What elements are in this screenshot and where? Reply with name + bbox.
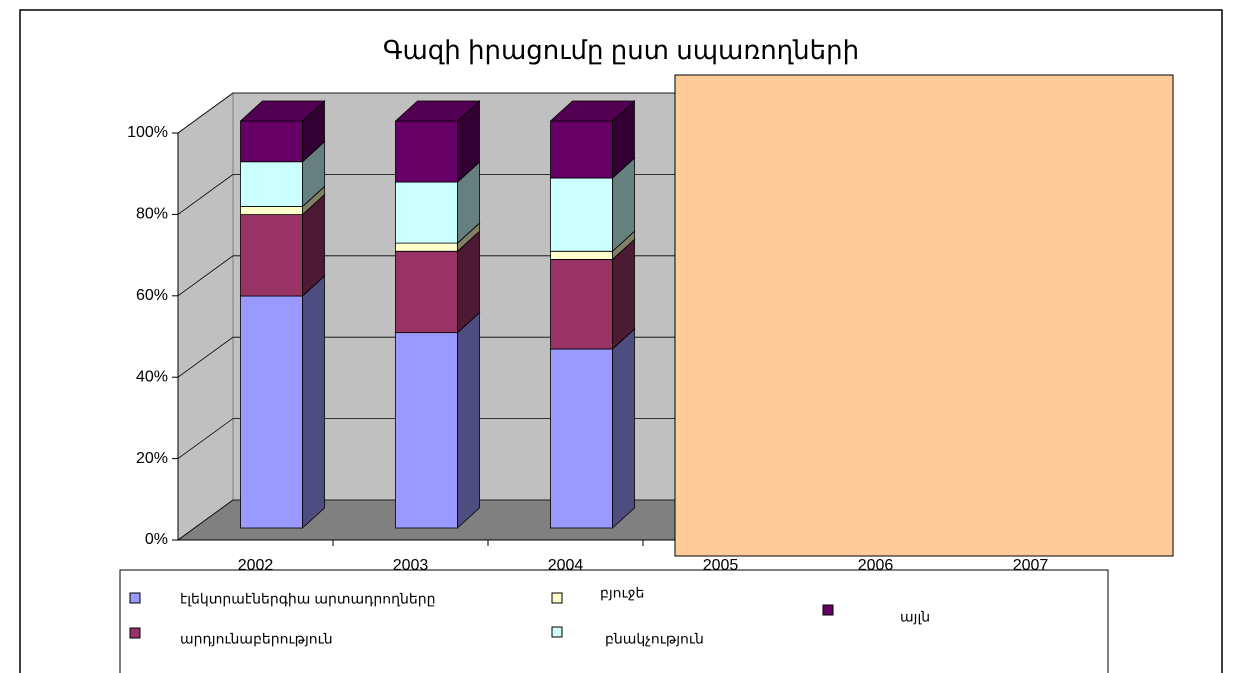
bar-segment [395, 332, 458, 529]
legend-label: այլն [900, 609, 930, 625]
legend-swatch [129, 627, 141, 639]
x-labels: 2002 2003 2004 2005 2006 2007 [238, 557, 1049, 574]
legend-swatch [822, 604, 834, 616]
bar-segment [395, 181, 458, 244]
legend-swatch [129, 592, 141, 604]
bar-segment [550, 348, 613, 529]
legend-label: բյուջե [600, 585, 644, 601]
legend-label: արդյունաբերություն [180, 631, 333, 647]
x-tick-label: 2007 [1013, 557, 1049, 574]
legend-label: էլեկտրաէներգիա արտադրողները [180, 591, 436, 607]
legend-items: էլեկտրաէներգիա արտադրողները արդյունաբերու… [129, 585, 930, 647]
y-tick-label: 60% [136, 287, 168, 304]
bar-segment [240, 120, 303, 163]
bar-side [302, 275, 325, 529]
bar-segment [395, 120, 458, 183]
bar-side [457, 311, 480, 529]
overlay-box [674, 74, 1174, 557]
y-tick-label: 0% [145, 531, 168, 548]
legend-swatch [551, 592, 563, 604]
bar-side [612, 328, 635, 529]
x-tick-label: 2006 [858, 557, 894, 574]
bar-top [394, 100, 481, 122]
x-tick-label: 2002 [238, 557, 274, 574]
side-wall [177, 92, 234, 541]
bar-segment [240, 214, 303, 297]
y-tick-label: 100% [127, 124, 168, 141]
bar-segment [550, 258, 613, 350]
x-tick-label: 2004 [548, 557, 584, 574]
bar-segment [240, 295, 303, 529]
bar-segment [395, 242, 458, 252]
y-tick-label: 40% [136, 368, 168, 385]
legend [119, 569, 1109, 673]
y-tick-label: 20% [136, 450, 168, 467]
legend-swatch [551, 626, 563, 638]
bar-segment [550, 177, 613, 252]
y-tick-label: 80% [136, 206, 168, 223]
bar-segment [550, 120, 613, 179]
x-tick-label: 2003 [393, 557, 429, 574]
bar-segment [550, 250, 613, 260]
bar-segment [240, 161, 303, 207]
chart-title: Գազի իրացումը ըստ սպառողների [383, 35, 859, 65]
x-tick-label: 2005 [703, 557, 739, 574]
bar-top [239, 100, 326, 122]
bar-segment [240, 206, 303, 216]
legend-label: բնակչություն [605, 631, 704, 647]
bar-top [549, 100, 636, 122]
bar-segment [395, 250, 458, 334]
